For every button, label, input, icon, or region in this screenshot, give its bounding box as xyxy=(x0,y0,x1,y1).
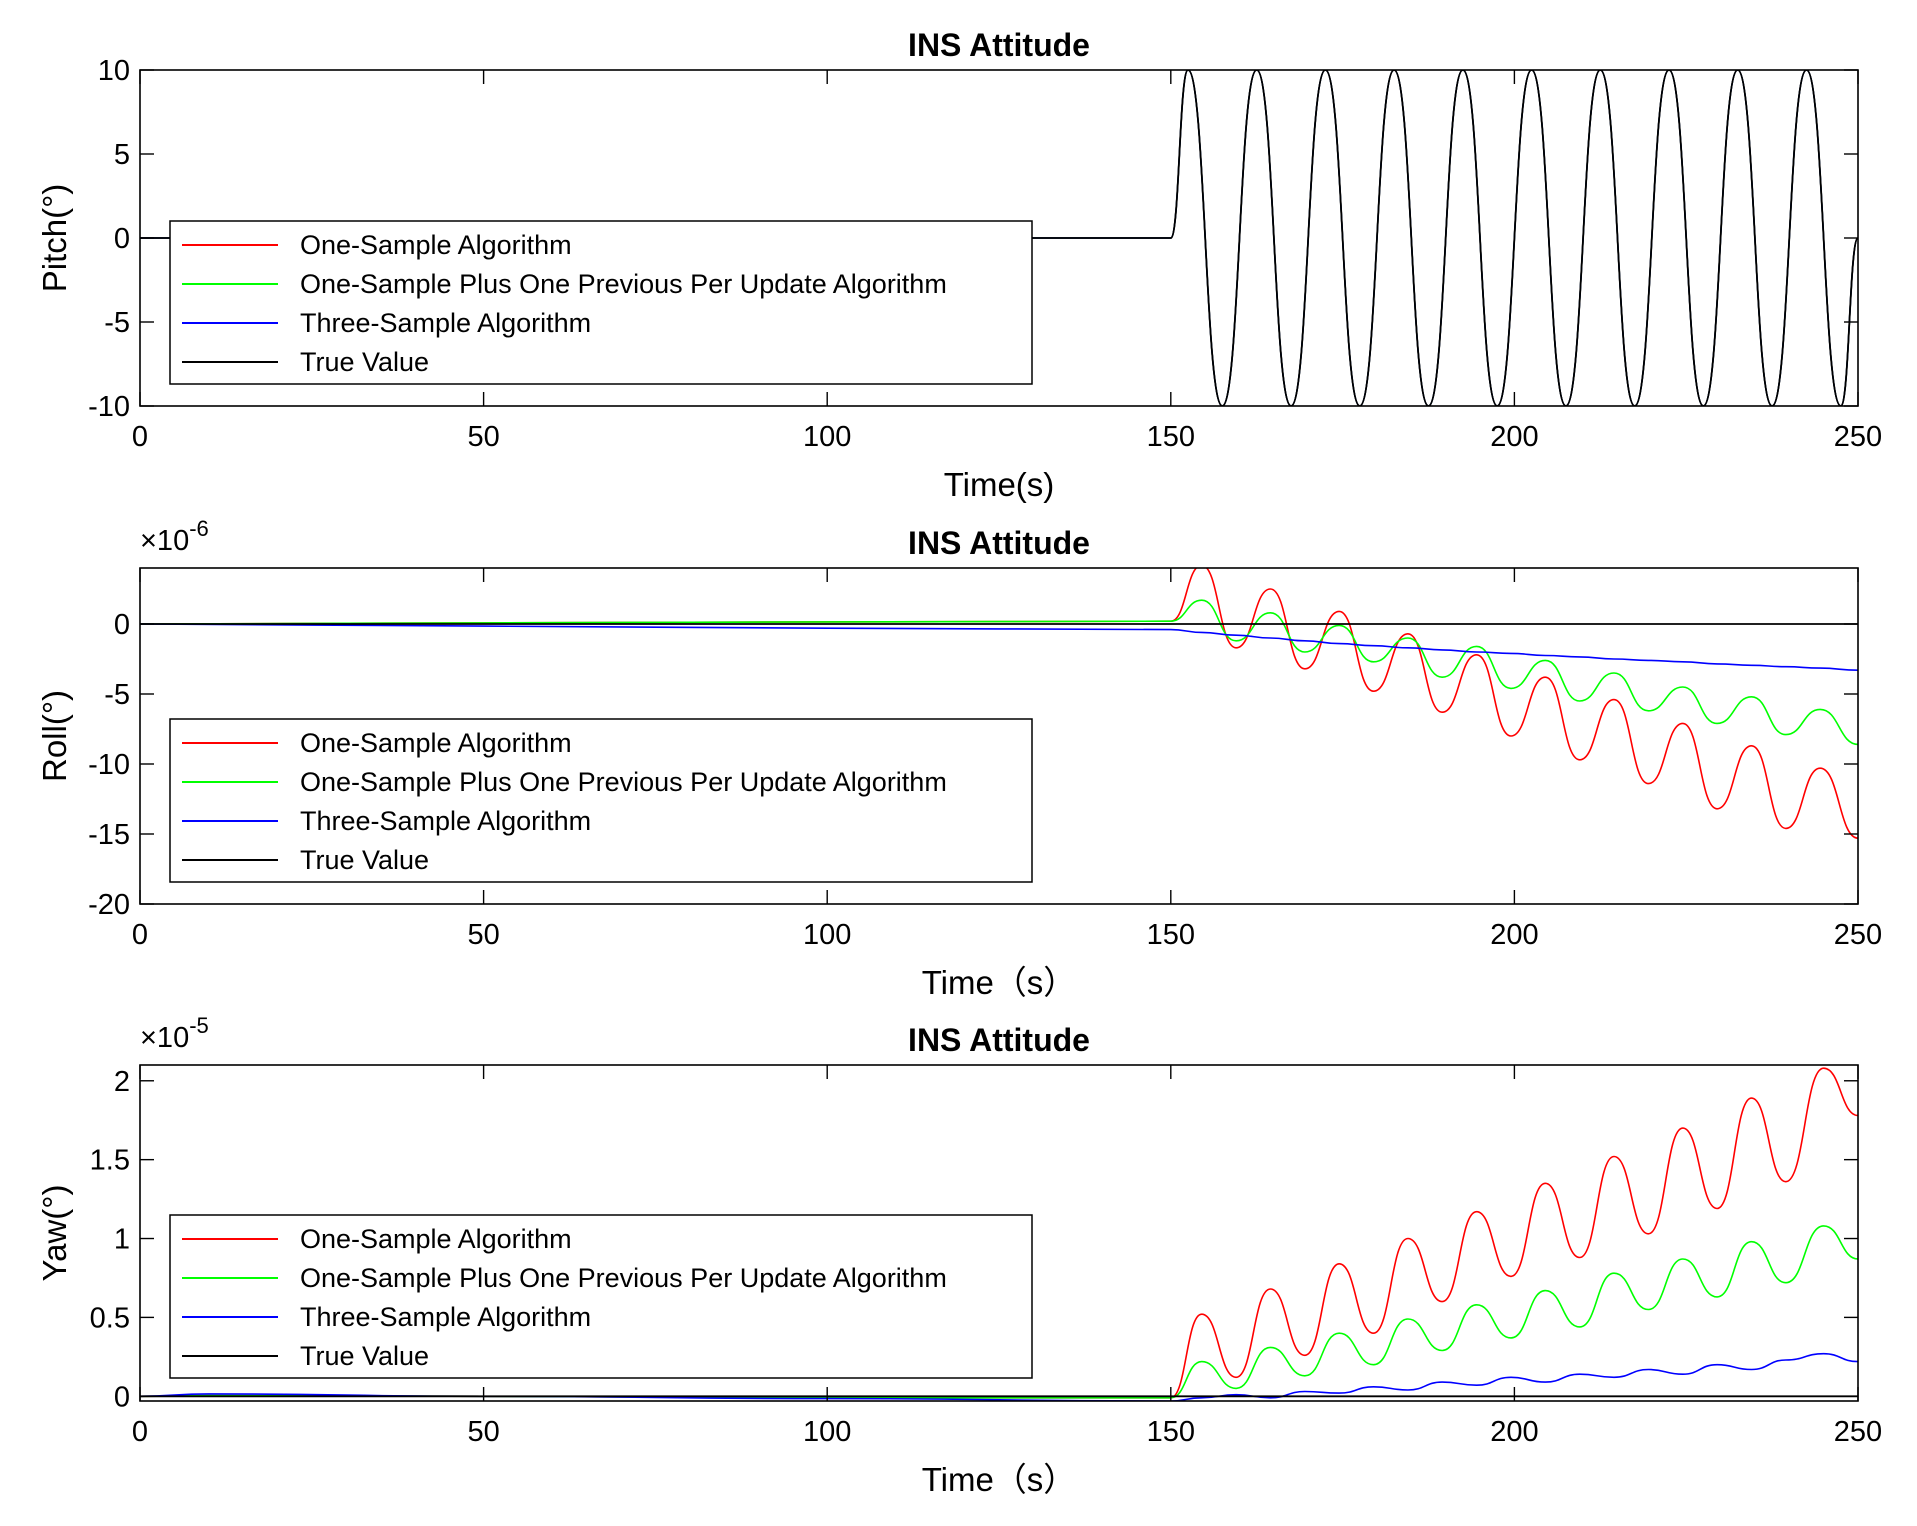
x-tick-label: 250 xyxy=(1834,421,1882,453)
chart-title: INS Attitude xyxy=(908,27,1090,63)
legend-entry: One-Sample Plus One Previous Per Update … xyxy=(300,767,947,797)
series-line-3 xyxy=(140,1352,1858,1401)
axes-frame xyxy=(139,567,1859,905)
y-tick-label: 0 xyxy=(114,1381,130,1413)
x-tick-label: 50 xyxy=(467,919,499,951)
legend-box xyxy=(169,718,1033,883)
exponent-label: ×10-5 xyxy=(140,1013,209,1054)
legend: One-Sample Algorithm One-Sample Plus One … xyxy=(169,718,1033,883)
x-tick-label: 0 xyxy=(132,421,148,453)
legend-box xyxy=(169,1214,1033,1379)
x-tick-label: 200 xyxy=(1490,421,1538,453)
x-tick-label: 100 xyxy=(803,919,851,951)
y-tick-label: 1.5 xyxy=(90,1145,130,1177)
x-tick-label: 150 xyxy=(1147,421,1195,453)
x-tick-label: 0 xyxy=(132,1416,148,1448)
y-axis-label: Roll(°) xyxy=(36,690,73,782)
x-tick-label: 50 xyxy=(467,1416,499,1448)
legend-entry: Three-Sample Algorithm xyxy=(300,806,591,836)
x-tick-label: 250 xyxy=(1834,919,1882,951)
y-tick-label: -5 xyxy=(104,679,130,711)
y-tick-label: -15 xyxy=(88,819,130,851)
x-axis-label: Time（s） xyxy=(922,1461,1077,1498)
x-tick-label: 200 xyxy=(1490,919,1538,951)
panel-3: 0 50 100 150 200 250 0 0.5 1 1.5 2 INS Attitude Time… xyxy=(36,1013,1882,1498)
panel-1: 0 50 100 150 200 250 -10 -5 0 5 10 INS Attitude Time… xyxy=(36,27,1882,503)
x-tick-label: 250 xyxy=(1834,1416,1882,1448)
legend-entry: True Value xyxy=(300,845,429,875)
legend: One-Sample Algorithm One-Sample Plus One … xyxy=(169,1214,1033,1379)
y-tick-label: 0.5 xyxy=(90,1302,130,1334)
x-axis-label: Time（s） xyxy=(922,964,1077,1001)
x-tick-label: 150 xyxy=(1147,919,1195,951)
x-tick-label: 50 xyxy=(467,421,499,453)
y-tick-label: -10 xyxy=(88,391,130,423)
chart-title: INS Attitude xyxy=(908,525,1090,561)
x-tick-label: 100 xyxy=(803,1416,851,1448)
series-group xyxy=(140,1067,1858,1401)
y-axis-label: Pitch(°) xyxy=(36,184,73,293)
y-tick-label: 0 xyxy=(114,609,130,641)
x-tick-label: 100 xyxy=(803,421,851,453)
panel-2: 0 50 100 150 200 250 -20 -15 -10 -5 0 INS Attitude T… xyxy=(36,516,1882,1001)
x-tick-label: 0 xyxy=(132,919,148,951)
legend-box xyxy=(169,220,1033,385)
series-line-3 xyxy=(140,623,1858,671)
y-axis-label: Yaw(°) xyxy=(36,1185,73,1282)
series-line-2 xyxy=(140,599,1858,746)
exponent-label: ×10-6 xyxy=(140,516,209,557)
legend-entry: True Value xyxy=(300,1341,429,1371)
x-tick-label: 200 xyxy=(1490,1416,1538,1448)
y-tick-label: -5 xyxy=(104,307,130,339)
legend-entry: One-Sample Algorithm xyxy=(300,1224,572,1254)
legend-entry: One-Sample Algorithm xyxy=(300,728,572,758)
y-tick-label: 0 xyxy=(114,223,130,255)
chart-title: INS Attitude xyxy=(908,1022,1090,1058)
x-axis-label: Time(s) xyxy=(944,466,1055,503)
legend-entry: True Value xyxy=(300,347,429,377)
x-tick-label: 150 xyxy=(1147,1416,1195,1448)
legend-entry: One-Sample Algorithm xyxy=(300,230,572,260)
series-group xyxy=(140,568,1858,839)
legend: One-Sample Algorithm One-Sample Plus One … xyxy=(169,220,1033,385)
y-tick-label: -10 xyxy=(88,749,130,781)
axes-frame xyxy=(139,1064,1859,1402)
legend-entry: Three-Sample Algorithm xyxy=(300,308,591,338)
y-tick-label: 2 xyxy=(114,1066,130,1098)
y-tick-label: 10 xyxy=(98,55,130,87)
legend-entry: One-Sample Plus One Previous Per Update … xyxy=(300,1263,947,1293)
legend-entry: Three-Sample Algorithm xyxy=(300,1302,591,1332)
y-tick-label: 5 xyxy=(114,139,130,171)
y-tick-label: 1 xyxy=(114,1224,130,1256)
y-tick-label: -20 xyxy=(88,889,130,921)
legend-entry: One-Sample Plus One Previous Per Update … xyxy=(300,269,947,299)
